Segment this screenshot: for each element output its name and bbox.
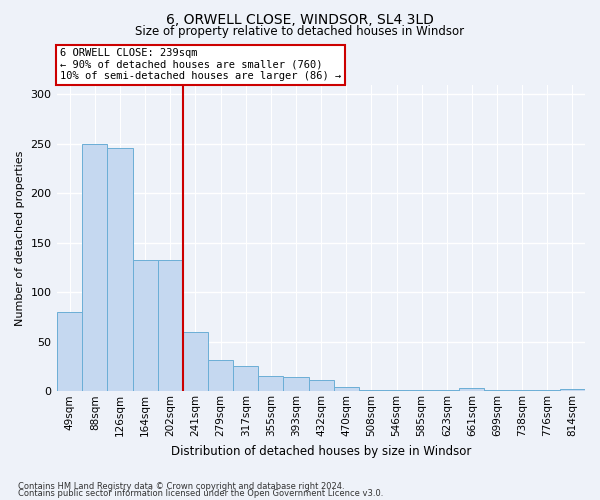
Bar xyxy=(233,366,258,392)
Text: Size of property relative to detached houses in Windsor: Size of property relative to detached ho… xyxy=(136,25,464,38)
Bar xyxy=(183,332,208,392)
Bar xyxy=(283,378,308,392)
Text: Contains public sector information licensed under the Open Government Licence v3: Contains public sector information licen… xyxy=(18,490,383,498)
Bar xyxy=(82,144,107,392)
Bar xyxy=(384,390,409,392)
X-axis label: Distribution of detached houses by size in Windsor: Distribution of detached houses by size … xyxy=(171,444,472,458)
Bar xyxy=(57,312,82,392)
Text: 6, ORWELL CLOSE, WINDSOR, SL4 3LD: 6, ORWELL CLOSE, WINDSOR, SL4 3LD xyxy=(166,12,434,26)
Bar xyxy=(158,260,183,392)
Bar xyxy=(535,390,560,392)
Bar xyxy=(460,388,484,392)
Bar xyxy=(359,390,384,392)
Text: 6 ORWELL CLOSE: 239sqm
← 90% of detached houses are smaller (760)
10% of semi-de: 6 ORWELL CLOSE: 239sqm ← 90% of detached… xyxy=(60,48,341,82)
Bar xyxy=(133,260,158,392)
Bar xyxy=(434,390,460,392)
Bar xyxy=(334,388,359,392)
Bar xyxy=(509,390,535,392)
Bar xyxy=(409,390,434,392)
Bar xyxy=(107,148,133,392)
Y-axis label: Number of detached properties: Number of detached properties xyxy=(15,150,25,326)
Bar xyxy=(484,390,509,392)
Bar xyxy=(560,390,585,392)
Bar xyxy=(258,376,283,392)
Bar xyxy=(208,360,233,392)
Bar xyxy=(308,380,334,392)
Text: Contains HM Land Registry data © Crown copyright and database right 2024.: Contains HM Land Registry data © Crown c… xyxy=(18,482,344,491)
